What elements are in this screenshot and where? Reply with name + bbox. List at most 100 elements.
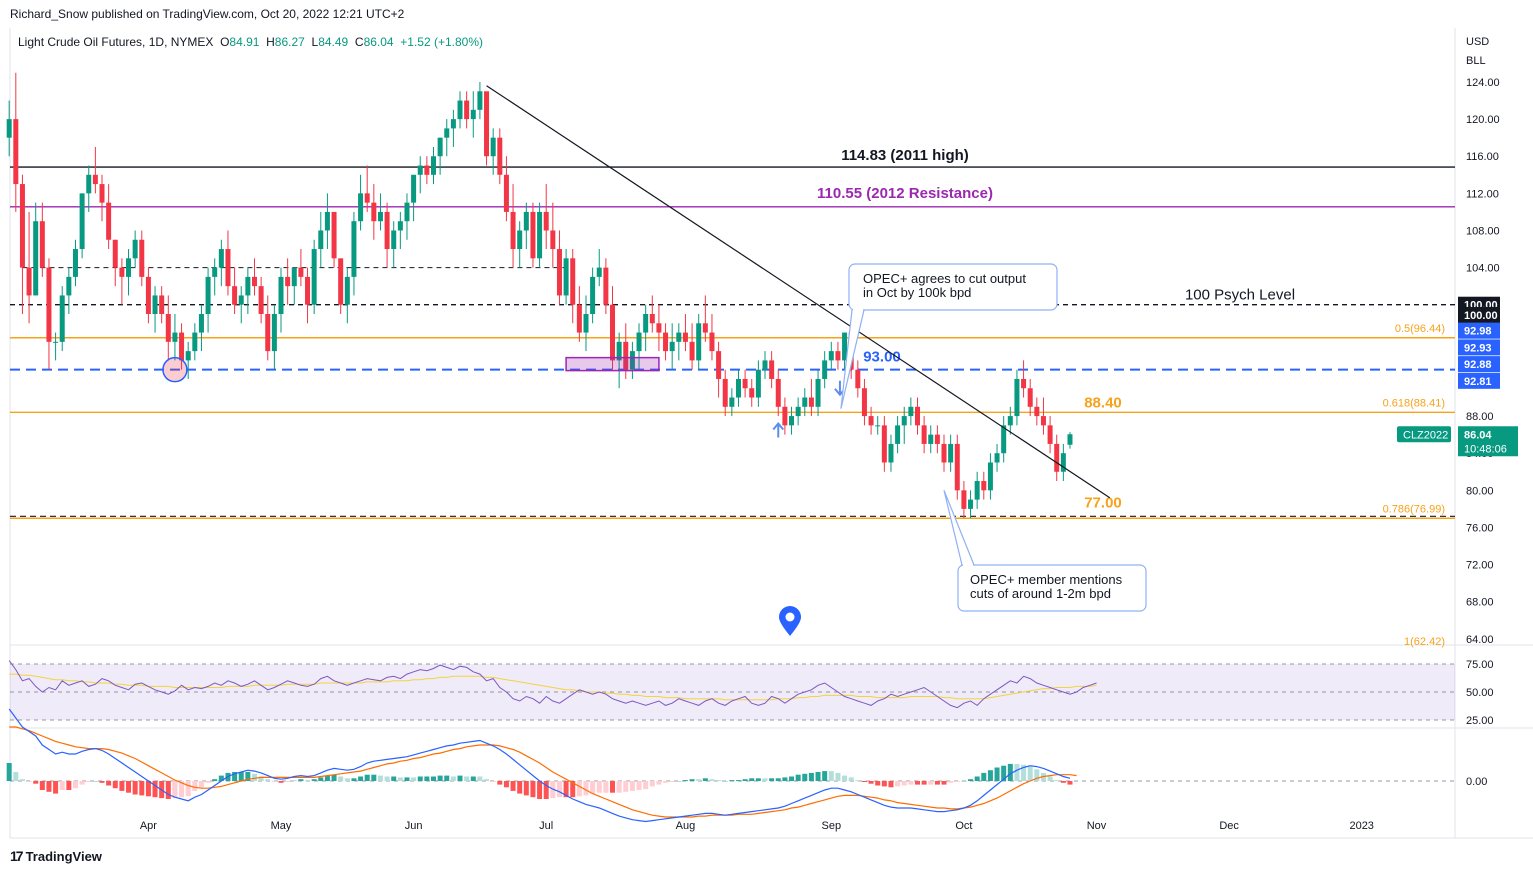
macd-histogram-bar xyxy=(271,781,277,782)
candle-body xyxy=(185,351,191,361)
candle-body xyxy=(1027,388,1033,407)
candle-body xyxy=(974,481,980,500)
price-tick-label: 88.00 xyxy=(1466,411,1494,423)
candle-body xyxy=(616,341,622,361)
price-tick-label: 108.00 xyxy=(1466,225,1500,237)
candle-body xyxy=(981,481,987,491)
price-tick-label: 124.00 xyxy=(1466,77,1500,89)
candle-body xyxy=(119,267,125,277)
candle-body xyxy=(470,109,476,120)
candle-body xyxy=(881,425,887,463)
candle-body xyxy=(417,165,423,175)
macd-histogram-bar xyxy=(59,781,65,790)
candle-body xyxy=(464,100,470,120)
macd-histogram-bar xyxy=(795,774,801,781)
macd-histogram-bar xyxy=(1014,763,1020,781)
candle-body xyxy=(987,462,993,491)
candle-body xyxy=(99,184,105,203)
macd-histogram-bar xyxy=(185,781,191,797)
macd-histogram-bar xyxy=(908,781,914,785)
tradingview-logo[interactable]: 17 TradingView xyxy=(10,848,102,864)
candle-body xyxy=(251,276,257,287)
macd-histogram-bar xyxy=(722,781,728,782)
macd-histogram-bar xyxy=(742,779,748,781)
time-tick-label: May xyxy=(271,820,292,832)
candle-body xyxy=(742,378,748,389)
macd-histogram-bar xyxy=(775,778,781,781)
macd-histogram-bar xyxy=(802,773,808,781)
candle-body xyxy=(722,378,728,407)
candle-body xyxy=(311,249,317,305)
macd-histogram-bar xyxy=(126,781,132,793)
macd-histogram-bar xyxy=(629,781,635,791)
candle-body xyxy=(735,378,741,398)
macd-histogram-bar xyxy=(99,781,105,783)
candle-body xyxy=(132,239,138,259)
candle-body xyxy=(868,416,874,426)
macd-histogram-bar xyxy=(431,776,436,781)
macd-histogram-bar xyxy=(543,781,549,799)
candle-body xyxy=(92,174,98,185)
candle-body xyxy=(364,193,370,203)
candle-body xyxy=(682,332,688,342)
macd-histogram-bar xyxy=(855,780,861,782)
price-tag xyxy=(1458,322,1500,339)
macd-histogram-bar xyxy=(112,781,118,789)
level-label-88-40: 88.40 xyxy=(1084,394,1122,411)
macd-histogram-bar xyxy=(981,772,987,781)
candle-body xyxy=(961,490,967,509)
time-tick-label: 2023 xyxy=(1349,820,1373,832)
fib-label-0-5: 0.5(96.44) xyxy=(1395,323,1445,335)
candle-body xyxy=(331,211,337,259)
macd-histogram-bar xyxy=(457,775,463,781)
legend-low: 84.49 xyxy=(318,35,349,49)
time-tick-label: Oct xyxy=(955,820,972,832)
macd-histogram-bar xyxy=(716,780,722,782)
candle-body xyxy=(1054,443,1060,472)
macd-histogram-bar xyxy=(649,781,655,787)
candle-body xyxy=(994,453,1000,463)
macd-histogram-bar xyxy=(26,781,32,782)
macd-histogram-bar xyxy=(265,779,271,781)
candle-body xyxy=(1047,425,1053,444)
axis-currency-label: USD xyxy=(1466,36,1489,48)
candle-body xyxy=(225,249,231,287)
candle-body xyxy=(53,341,59,343)
macd-histogram-bar xyxy=(596,781,602,793)
candle-body xyxy=(861,388,867,417)
candle-body xyxy=(808,397,814,407)
macd-histogram-bar xyxy=(735,780,741,782)
candle-body xyxy=(1007,416,1013,426)
macd-histogram-bar xyxy=(789,776,795,781)
macd-histogram-bar xyxy=(968,779,974,781)
candle-body xyxy=(729,397,735,407)
macd-histogram-bar xyxy=(132,781,138,795)
candle-body xyxy=(875,425,881,427)
price-tick-label: 112.00 xyxy=(1466,188,1499,200)
price-tag-label: 100.00 xyxy=(1464,310,1498,322)
callout-opec-agrees-pointer xyxy=(840,309,865,409)
price-tick-label: 64.00 xyxy=(1466,634,1494,646)
candle-body xyxy=(828,351,834,361)
macd-histogram-bar xyxy=(404,777,410,781)
time-tick-label: Aug xyxy=(676,820,696,832)
callout-opec-member-line: OPEC+ member mentions xyxy=(970,572,1123,587)
macd-histogram-bar xyxy=(358,776,364,781)
candle-body xyxy=(908,406,914,417)
macd-histogram-bar xyxy=(490,781,496,782)
candle-body xyxy=(490,137,496,157)
macd-histogram-bar xyxy=(1007,763,1013,781)
candle-body xyxy=(1001,425,1007,454)
macd-histogram-bar xyxy=(901,781,907,786)
candle-body xyxy=(596,267,602,277)
macd-histogram-bar xyxy=(808,772,814,781)
candle-body xyxy=(424,165,430,175)
macd-histogram-bar xyxy=(914,781,920,785)
candle-body xyxy=(444,128,450,138)
symbol-tag-label: CLZ2022 xyxy=(1403,429,1448,441)
candle-body xyxy=(716,351,722,379)
candle-body xyxy=(709,332,715,352)
macd-histogram-bar xyxy=(119,781,125,791)
